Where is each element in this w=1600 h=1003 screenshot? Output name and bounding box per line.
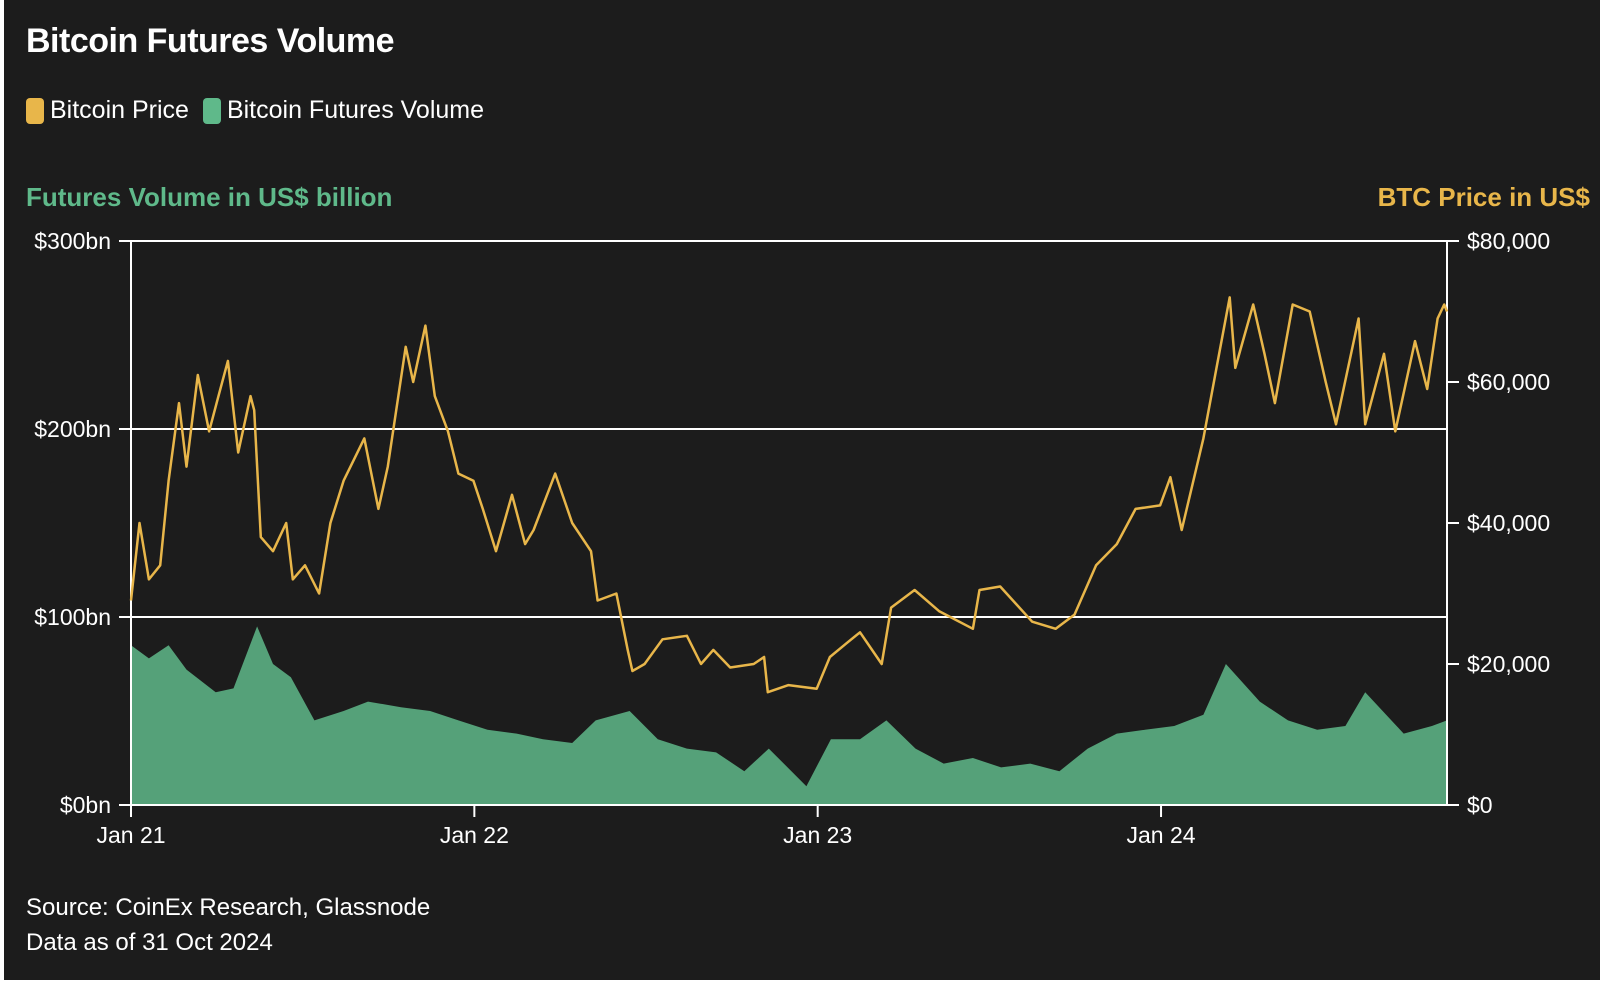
y-left-tick-label: $0bn bbox=[60, 792, 111, 818]
legend-item-price: Bitcoin Price bbox=[26, 96, 189, 125]
y-right-tick-label: $80,000 bbox=[1467, 228, 1550, 254]
y-right-tick-label: $20,000 bbox=[1467, 651, 1550, 677]
y-axis-right-title: BTC Price in US$ bbox=[1377, 182, 1590, 212]
y-right-tick-label: $60,000 bbox=[1467, 369, 1550, 395]
y-left-tick-label: $100bn bbox=[34, 604, 111, 630]
y-right-tick-label: $40,000 bbox=[1467, 510, 1550, 536]
chart-title: Bitcoin Futures Volume bbox=[26, 22, 395, 60]
source-note: Source: CoinEx Research, Glassnode bbox=[26, 894, 431, 921]
chart-panel: Bitcoin Futures Volume Bitcoin Price Bit… bbox=[4, 0, 1600, 980]
date-note: Data as of 31 Oct 2024 bbox=[26, 929, 273, 956]
legend-item-volume: Bitcoin Futures Volume bbox=[202, 96, 485, 125]
y-right-tick-label: $0 bbox=[1467, 792, 1493, 818]
x-tick-label: Jan 23 bbox=[783, 822, 852, 848]
series-volume-area bbox=[131, 626, 1447, 805]
legend-swatch-price bbox=[26, 97, 44, 124]
legend-swatch-volume bbox=[202, 97, 221, 124]
y-axis-left-title: Futures Volume in US$ billion bbox=[26, 182, 393, 212]
legend: Bitcoin Price Bitcoin Futures Volume bbox=[26, 96, 498, 125]
legend-label-price: Bitcoin Price bbox=[50, 96, 189, 124]
legend-label-volume: Bitcoin Futures Volume bbox=[226, 96, 485, 124]
y-left-tick-label: $200bn bbox=[34, 416, 111, 442]
x-tick-label: Jan 22 bbox=[440, 822, 509, 848]
x-tick-label: Jan 21 bbox=[96, 822, 165, 848]
y-left-tick-label: $300bn bbox=[34, 228, 111, 254]
series-price-line bbox=[129, 296, 1449, 694]
x-tick-label: Jan 24 bbox=[1127, 822, 1196, 848]
